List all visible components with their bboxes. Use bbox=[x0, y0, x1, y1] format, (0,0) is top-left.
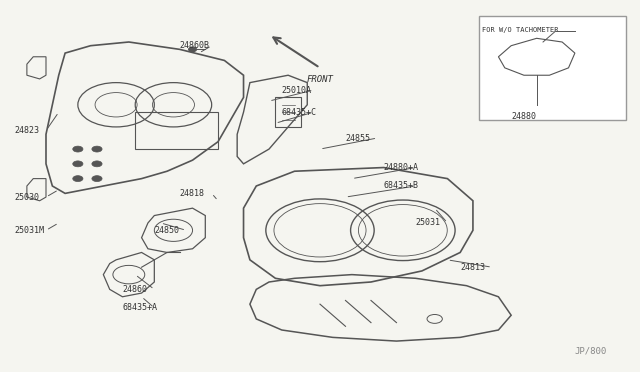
Text: 25010A: 25010A bbox=[282, 86, 312, 94]
Text: 68435+B: 68435+B bbox=[384, 182, 419, 190]
Text: 24818: 24818 bbox=[180, 189, 205, 198]
Text: 24860: 24860 bbox=[122, 285, 147, 294]
Text: 24860B: 24860B bbox=[180, 41, 210, 50]
Text: FRONT: FRONT bbox=[307, 75, 333, 84]
Text: 68435+C: 68435+C bbox=[282, 108, 317, 117]
Text: 68435+A: 68435+A bbox=[122, 303, 157, 312]
Text: 24855: 24855 bbox=[346, 134, 371, 142]
Circle shape bbox=[92, 176, 102, 182]
Circle shape bbox=[73, 176, 83, 182]
Circle shape bbox=[73, 161, 83, 167]
Text: 24880+A: 24880+A bbox=[384, 163, 419, 172]
Text: 25031M: 25031M bbox=[14, 226, 44, 235]
Bar bbox=[479, 16, 626, 119]
Text: FOR W/O TACHOMETER: FOR W/O TACHOMETER bbox=[483, 27, 559, 33]
Text: 24823: 24823 bbox=[14, 126, 39, 135]
Circle shape bbox=[92, 146, 102, 152]
Text: 24813: 24813 bbox=[460, 263, 485, 272]
Circle shape bbox=[73, 146, 83, 152]
Circle shape bbox=[189, 47, 196, 52]
Text: 24850: 24850 bbox=[154, 226, 179, 235]
Text: 25031: 25031 bbox=[415, 218, 440, 227]
Bar bbox=[275, 97, 301, 127]
Bar bbox=[135, 112, 218, 149]
Text: JP/800: JP/800 bbox=[575, 347, 607, 356]
Circle shape bbox=[92, 161, 102, 167]
Text: 24880: 24880 bbox=[511, 112, 536, 121]
Text: 25030: 25030 bbox=[14, 193, 39, 202]
